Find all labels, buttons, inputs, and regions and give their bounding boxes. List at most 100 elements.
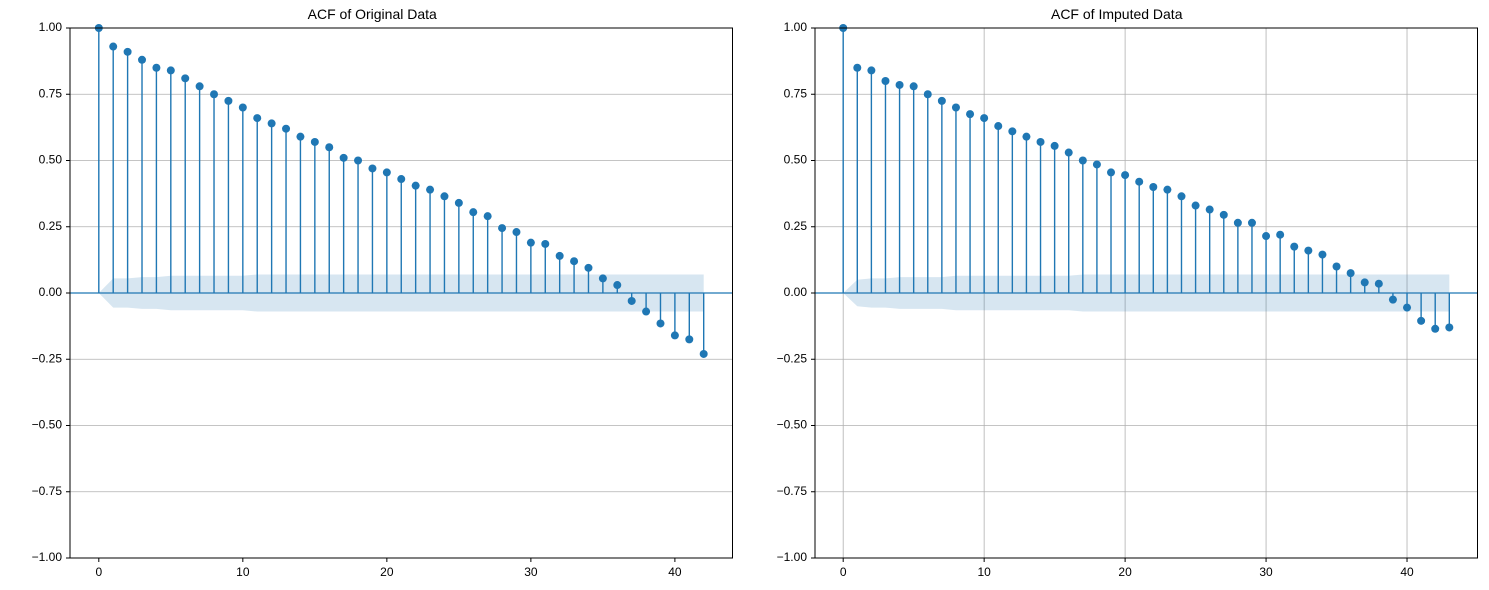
acf-marker (1388, 296, 1396, 304)
acf-marker (311, 138, 319, 146)
acf-marker (1374, 280, 1382, 288)
acf-marker (853, 64, 861, 72)
xtick-label: 20 (1118, 565, 1132, 579)
ytick-label: 0.75 (39, 86, 63, 100)
acf-marker (599, 274, 607, 282)
acf-marker (138, 56, 146, 64)
acf-marker (642, 308, 650, 316)
ytick-label: 0.50 (783, 153, 807, 167)
acf-marker (1304, 247, 1312, 255)
ytick-label: −0.75 (776, 484, 807, 498)
acf-chart-imputed: −1.00−0.75−0.50−0.250.000.250.500.751.00… (815, 28, 1478, 558)
acf-marker (1445, 323, 1453, 331)
ytick-label: −0.25 (776, 351, 807, 365)
acf-marker (440, 192, 448, 200)
acf-marker (541, 240, 549, 248)
acf-marker (296, 133, 304, 141)
xtick-label: 40 (1400, 565, 1414, 579)
acf-marker (909, 82, 917, 90)
ytick-label: 0.00 (783, 285, 807, 299)
acf-marker (124, 48, 132, 56)
acf-marker (700, 350, 708, 358)
ytick-label: 0.00 (39, 285, 63, 299)
acf-marker (109, 43, 117, 51)
subplot-imputed: ACF of Imputed Data −1.00−0.75−0.50−0.25… (745, 0, 1489, 590)
acf-marker (1205, 206, 1213, 214)
acf-marker (1149, 183, 1157, 191)
ytick-label: −0.25 (32, 351, 63, 365)
acf-marker (340, 154, 348, 162)
acf-marker (671, 331, 679, 339)
acf-marker (196, 82, 204, 90)
acf-marker (1050, 142, 1058, 150)
acf-marker (383, 168, 391, 176)
xtick-label: 10 (236, 565, 250, 579)
ytick-label: 0.50 (39, 153, 63, 167)
acf-marker (1078, 157, 1086, 165)
acf-marker (253, 114, 261, 122)
acf-marker (239, 104, 247, 112)
ytick-label: 0.25 (39, 219, 63, 233)
acf-marker (412, 182, 420, 190)
acf-marker (512, 228, 520, 236)
acf-marker (1276, 231, 1284, 239)
acf-marker (937, 97, 945, 105)
xtick-label: 30 (524, 565, 538, 579)
acf-marker (181, 74, 189, 82)
acf-marker (1318, 251, 1326, 259)
acf-marker (397, 175, 405, 183)
acf-marker (570, 257, 578, 265)
acf-marker (1191, 202, 1199, 210)
acf-marker (656, 319, 664, 327)
acf-marker (1431, 325, 1439, 333)
acf-marker (980, 114, 988, 122)
acf-marker (224, 97, 232, 105)
acf-marker (469, 208, 477, 216)
subplot-original: ACF of Original Data −1.00−0.75−0.50−0.2… (0, 0, 745, 590)
acf-chart-original: −1.00−0.75−0.50−0.250.000.250.500.751.00… (70, 28, 733, 558)
acf-marker (966, 110, 974, 118)
acf-marker (994, 122, 1002, 130)
acf-marker (584, 264, 592, 272)
acf-marker (152, 64, 160, 72)
xtick-label: 20 (380, 565, 394, 579)
ytick-label: −1.00 (776, 550, 807, 564)
xtick-label: 0 (839, 565, 846, 579)
acf-marker (1064, 149, 1072, 157)
acf-marker (1290, 243, 1298, 251)
ytick-label: 0.75 (783, 86, 807, 100)
subplot-title-imputed: ACF of Imputed Data (745, 6, 1489, 22)
acf-marker (498, 224, 506, 232)
ytick-label: −0.75 (32, 484, 63, 498)
acf-marker (1417, 317, 1425, 325)
plot-area-original: −1.00−0.75−0.50−0.250.000.250.500.751.00… (70, 28, 733, 558)
acf-marker (484, 212, 492, 220)
ytick-label: 1.00 (783, 20, 807, 34)
plot-area-imputed: −1.00−0.75−0.50−0.250.000.250.500.751.00… (815, 28, 1478, 558)
xtick-label: 40 (668, 565, 682, 579)
acf-marker (325, 143, 333, 151)
acf-marker (1346, 269, 1354, 277)
acf-marker (867, 66, 875, 74)
acf-marker (1107, 168, 1115, 176)
acf-marker (1262, 232, 1270, 240)
acf-marker (527, 239, 535, 247)
acf-marker (455, 199, 463, 207)
acf-marker (1121, 171, 1129, 179)
acf-marker (1247, 219, 1255, 227)
acf-marker (1135, 178, 1143, 186)
acf-marker (895, 81, 903, 89)
subplot-title-original: ACF of Original Data (0, 6, 745, 22)
figure: ACF of Original Data −1.00−0.75−0.50−0.2… (0, 0, 1489, 590)
acf-marker (1403, 304, 1411, 312)
acf-marker (1036, 138, 1044, 146)
acf-marker (1219, 211, 1227, 219)
acf-marker (556, 252, 564, 260)
ytick-label: 0.25 (783, 219, 807, 233)
acf-marker (268, 119, 276, 127)
acf-marker (1233, 219, 1241, 227)
ytick-label: −0.50 (776, 418, 807, 432)
acf-marker (167, 66, 175, 74)
ytick-label: 1.00 (39, 20, 63, 34)
acf-marker (1177, 192, 1185, 200)
